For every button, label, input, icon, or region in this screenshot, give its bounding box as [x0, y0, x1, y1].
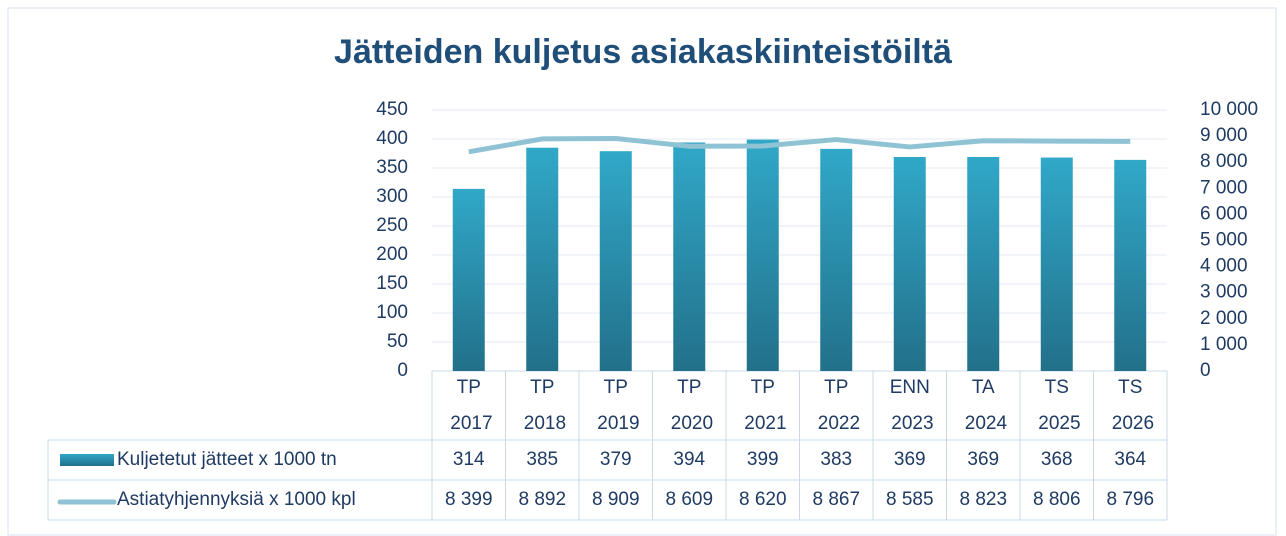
- y-tick-label: 250: [376, 215, 408, 236]
- table-value: 8 867: [812, 489, 860, 510]
- y-tick-label: 300: [376, 186, 408, 207]
- table-value: 8 609: [665, 489, 713, 510]
- bar: [673, 142, 706, 371]
- x-tick-label: TP 2021: [739, 377, 787, 434]
- x-tick-line: TS: [1045, 377, 1069, 398]
- table-value: 8 399: [445, 489, 493, 510]
- y-tick-label: 200: [376, 244, 408, 265]
- x-tick-line: 2026: [1106, 413, 1154, 434]
- bar: [967, 156, 1000, 371]
- x-tick-label: TP 2018: [518, 377, 566, 434]
- y-tick-label: 350: [376, 157, 408, 178]
- x-tick-line: 2024: [959, 413, 1007, 434]
- x-tick-label: TP 2020: [665, 377, 713, 434]
- x-tick-line: 2021: [739, 413, 787, 434]
- y2-tick-label: 1 000: [1200, 334, 1248, 355]
- x-tick-line: 2017: [445, 413, 493, 434]
- table-value: 369: [894, 449, 926, 470]
- x-tick-label: ENN 2023: [886, 377, 934, 434]
- table-value: 8 806: [1033, 489, 1081, 510]
- table-value: 8 823: [959, 489, 1007, 510]
- bar: [746, 139, 779, 371]
- chart-title: Jätteiden kuljetus asiakaskiinteistöiltä: [334, 33, 952, 71]
- table-value: 314: [453, 449, 485, 470]
- x-tick-line: TP: [604, 377, 628, 398]
- y2-tick-label: 4 000: [1200, 256, 1248, 277]
- table-value: 394: [673, 449, 705, 470]
- x-tick-line: TP: [530, 377, 554, 398]
- bar: [820, 148, 853, 371]
- y2-tick-label: 3 000: [1200, 282, 1248, 303]
- legend-label: Astiatyhjennyksiä x 1000 kpl: [117, 489, 356, 510]
- x-tick-label: TP 2017: [445, 377, 493, 434]
- bar: [1114, 159, 1147, 371]
- table-value: 8 620: [739, 489, 787, 510]
- x-tick-line: 2018: [518, 413, 566, 434]
- x-tick-line: TS: [1118, 377, 1142, 398]
- x-tick-line: 2022: [812, 413, 860, 434]
- x-tick-label: TP 2019: [592, 377, 640, 434]
- bar: [893, 156, 926, 371]
- x-tick-label: TP 2022: [812, 377, 860, 434]
- y-tick-label: 150: [376, 273, 408, 294]
- x-tick-line: TP: [457, 377, 481, 398]
- bar: [1040, 157, 1073, 371]
- y-tick-label: 100: [376, 302, 408, 323]
- x-tick-line: TP: [824, 377, 848, 398]
- y2-tick-label: 7 000: [1200, 177, 1248, 198]
- bar: [526, 147, 559, 371]
- x-tick-line: 2019: [592, 413, 640, 434]
- table-value: 364: [1114, 449, 1146, 470]
- x-tick-label: TS 2026: [1106, 377, 1154, 434]
- x-tick-label: TA 2024: [959, 377, 1007, 434]
- x-tick-line: TP: [751, 377, 775, 398]
- table-value: 379: [600, 449, 632, 470]
- x-tick-line: ENN: [890, 377, 930, 398]
- x-tick-line: 2020: [665, 413, 713, 434]
- legend-key: [60, 454, 114, 466]
- y2-tick-label: 6 000: [1200, 203, 1248, 224]
- table-value: 385: [526, 449, 558, 470]
- table-value: 8 892: [518, 489, 566, 510]
- bar: [599, 151, 632, 371]
- legend-label: Kuljetetut jätteet x 1000 tn: [117, 449, 337, 470]
- y2-tick-label: 8 000: [1200, 151, 1248, 172]
- table-value: 368: [1041, 449, 1073, 470]
- y2-tick-label: 0: [1200, 360, 1211, 381]
- y-tick-label: 400: [376, 128, 408, 149]
- table-value: 369: [967, 449, 999, 470]
- table-value: 8 796: [1106, 489, 1154, 510]
- y-tick-label: 0: [397, 360, 408, 381]
- table-value: 383: [820, 449, 852, 470]
- table-value: 8 909: [592, 489, 640, 510]
- x-tick-line: 2025: [1033, 413, 1081, 434]
- y2-tick-label: 5 000: [1200, 230, 1248, 251]
- x-tick-line: TA: [972, 377, 995, 398]
- table-value: 399: [747, 449, 779, 470]
- line: [468, 135, 1131, 155]
- y-tick-label: 450: [376, 99, 408, 120]
- bar: [452, 188, 485, 371]
- x-tick-line: TP: [677, 377, 701, 398]
- y2-tick-label: 2 000: [1200, 308, 1248, 329]
- table-value: 8 585: [886, 489, 934, 510]
- x-tick-line: 2023: [886, 413, 934, 434]
- x-tick-label: TS 2025: [1033, 377, 1081, 434]
- y2-tick-label: 10 000: [1200, 99, 1258, 120]
- y-tick-label: 50: [387, 331, 408, 352]
- y2-tick-label: 9 000: [1200, 125, 1248, 146]
